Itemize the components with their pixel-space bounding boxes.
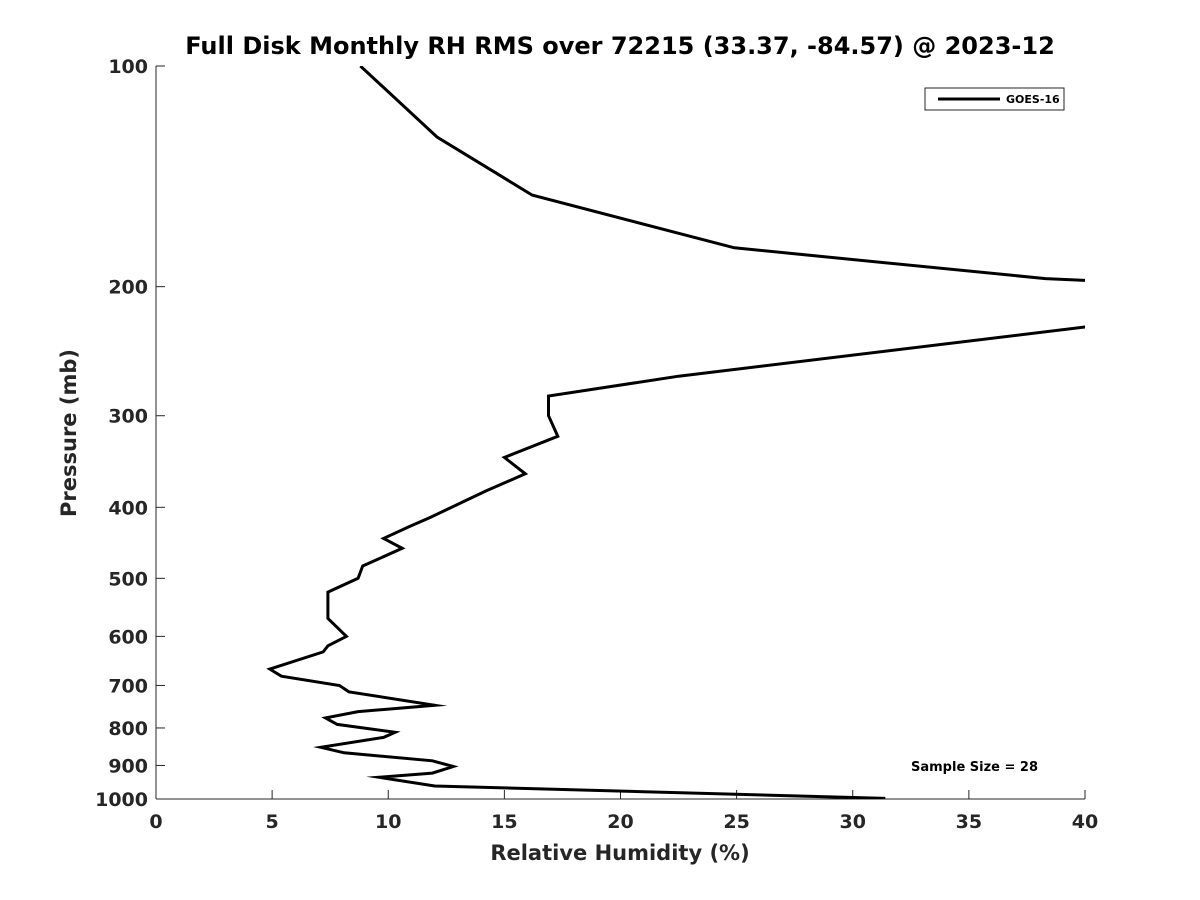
x-tick-label: 10	[375, 811, 401, 833]
legend: GOES-16	[924, 87, 1065, 111]
y-tick-label: 700	[108, 675, 148, 697]
y-tick-label: 500	[108, 568, 148, 590]
x-tick-label: 25	[723, 811, 749, 833]
y-tick-label: 200	[108, 277, 148, 299]
chart-title: Full Disk Monthly RH RMS over 72215 (33.…	[185, 32, 1055, 60]
y-tick-label: 400	[108, 497, 148, 519]
x-tick-label: 30	[840, 811, 866, 833]
legend-label: GOES-16	[1006, 93, 1060, 106]
x-axis-ticks: 0 5 10 15 20 25 30 35 40	[149, 790, 1098, 833]
x-tick-label: 35	[956, 811, 982, 833]
y-tick-label: 300	[108, 406, 148, 428]
series-line-goes-16	[266, 66, 1085, 799]
y-axis-ticks: 100 200 300 400 500 600 700 800 900 1000	[95, 56, 165, 811]
x-tick-label: 5	[266, 811, 279, 833]
sample-size-annotation: Sample Size = 28	[911, 760, 1038, 775]
y-tick-label: 900	[108, 755, 148, 777]
x-tick-label: 0	[149, 811, 162, 833]
x-tick-label: 20	[607, 811, 633, 833]
y-tick-label: 800	[108, 718, 148, 740]
x-tick-label: 15	[491, 811, 517, 833]
x-tick-label: 40	[1072, 811, 1098, 833]
x-axis-label: Relative Humidity (%)	[490, 841, 749, 865]
y-tick-label: 600	[108, 626, 148, 648]
y-tick-label: 1000	[95, 789, 148, 811]
y-tick-label: 100	[108, 56, 148, 78]
plot-area: 0 5 10 15 20 25 30 35 40 100 200 300 400 500 600 700 80…	[95, 56, 1098, 833]
y-axis-label: Pressure (mb)	[57, 349, 81, 517]
